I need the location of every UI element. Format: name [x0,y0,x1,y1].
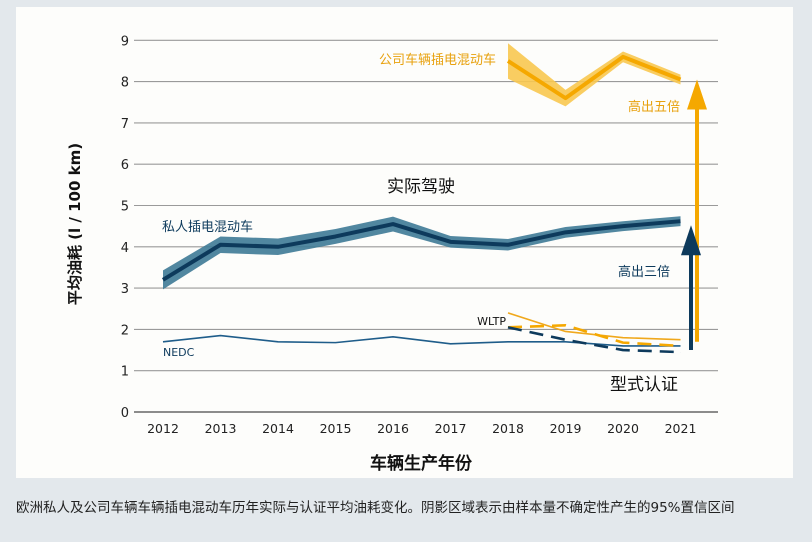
y-tick-label: 1 [121,365,129,380]
y-tick-label: 7 [121,117,129,132]
chart-panel [16,7,793,478]
type-approval-label: 型式认证 [610,375,678,395]
series-line-1 [506,54,682,101]
series-line-4 [507,323,681,348]
x-tick-label: 2021 [665,421,697,436]
private-arrow-label: 高出三倍 [618,264,670,280]
x-tick-label: 2016 [377,421,409,436]
series-line-2 [162,334,681,347]
y-tick-label: 8 [121,76,129,91]
y-tick-label: 3 [121,282,129,297]
x-axis-label: 车辆生产年份 [370,453,473,474]
series-line-0 [161,219,681,282]
y-tick-label: 0 [121,406,129,421]
nedc-label: NEDC [163,346,195,359]
x-tick-label: 2015 [320,421,352,436]
x-tick-label: 2014 [262,421,294,436]
y-tick-label: 4 [121,241,129,256]
x-tick-label: 2019 [550,421,582,436]
company-phev-label: 公司车辆插电混动车 [379,52,496,68]
x-tick-label: 2013 [205,421,237,436]
series-line-3 [507,312,681,341]
series-line-5 [507,326,681,354]
x-tick-label: 2012 [147,421,179,436]
y-tick-label: 9 [121,34,129,49]
company-arrow-head [687,79,707,110]
company-arrow-label: 高出五倍 [628,99,680,115]
y-tick-label: 6 [121,158,129,173]
figure-caption: 欧洲私人及公司车辆车辆插电混动车历年实际与认证平均油耗变化。阴影区域表示由样本量… [16,500,735,516]
x-tick-label: 2020 [607,421,639,436]
x-tick-label: 2017 [435,421,467,436]
x-tick-label: 2018 [492,421,524,436]
y-axis-label: 平均油耗 (l / 100 km) [66,143,84,305]
y-tick-label: 5 [121,200,129,215]
ci-band-1 [508,43,681,107]
wltp-label: WLTP [477,315,506,328]
private-arrow-head [681,225,701,256]
private-phev-label: 私人插电混动车 [162,219,253,235]
real-driving-label: 实际驾驶 [387,177,455,197]
y-tick-label: 2 [121,323,129,338]
